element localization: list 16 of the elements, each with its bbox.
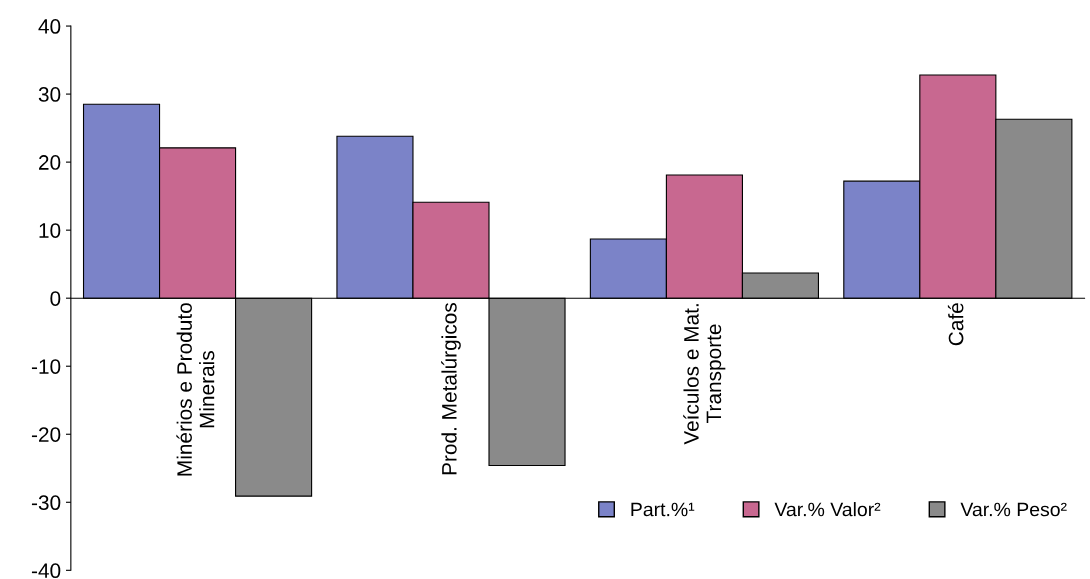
x-tick-label: Veículos e Mat. Transporte [683,304,726,445]
y-tick-label: -30 [31,495,61,511]
y-tick-label: -20 [31,427,61,442]
legend-label: Part.%¹ [631,502,695,517]
x-tick-label: Minérios e Produto Minerais [176,303,215,476]
y-tick-label: 10 [39,223,61,238]
y-tick-label: 30 [38,87,61,102]
y-tick-label: 0 [50,291,61,306]
y-tick-label: 20 [39,155,61,170]
legend-label: Var.% Valor² [774,502,881,517]
x-tick-label: Café [947,303,964,346]
legend-label: Var.% Peso² [960,502,1067,517]
y-tick-label: -40 [31,563,61,579]
y-tick-label: -10 [31,359,61,374]
y-tick-label: 40 [38,19,61,34]
x-tick-label: Prod. Metalúrgicos [441,303,461,475]
